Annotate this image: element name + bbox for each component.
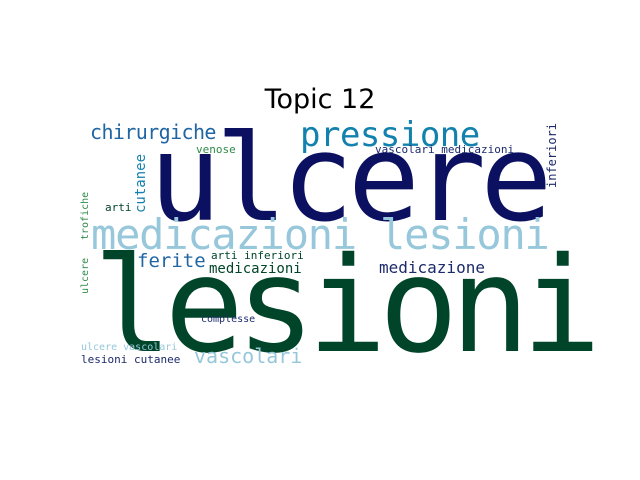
word-trofiche: trofiche <box>80 191 91 240</box>
word-lesioni: lesioni <box>93 229 601 383</box>
word-ulcere: ulcere <box>149 110 552 249</box>
word-inferiori: inferiori <box>545 122 559 188</box>
word-arti-inferiori: arti inferiori <box>211 249 304 262</box>
word-arti: arti <box>105 201 132 214</box>
word-complesse: complesse <box>201 314 256 325</box>
word-medicazioni-lesioni: medicazioni lesioni <box>91 210 550 259</box>
word-venose: venose <box>196 143 236 156</box>
word-ulcere-vascolari: ulcere vascolari <box>81 342 178 353</box>
word-ferite: ferite <box>137 250 206 272</box>
word-cutanee: cutanee <box>133 153 149 213</box>
word-medicazione: medicazione <box>379 258 485 277</box>
word-cloud: ulcere lesioni medicazioni lesioni press… <box>79 110 601 372</box>
word-pressione: pressione <box>300 115 480 155</box>
word-vascolari: vascolari <box>194 344 303 368</box>
word-ulcere-trofiche: ulcere <box>80 257 91 294</box>
word-chirurgiche: chirurgiche <box>90 120 216 144</box>
chart-title: Topic 12 <box>264 84 376 115</box>
word-lesioni-cutanee: lesioni cutanee <box>81 353 181 366</box>
word-vascolari-medicazioni: vascolari medicazioni <box>375 143 515 156</box>
word-medicazioni: medicazioni <box>209 261 302 277</box>
